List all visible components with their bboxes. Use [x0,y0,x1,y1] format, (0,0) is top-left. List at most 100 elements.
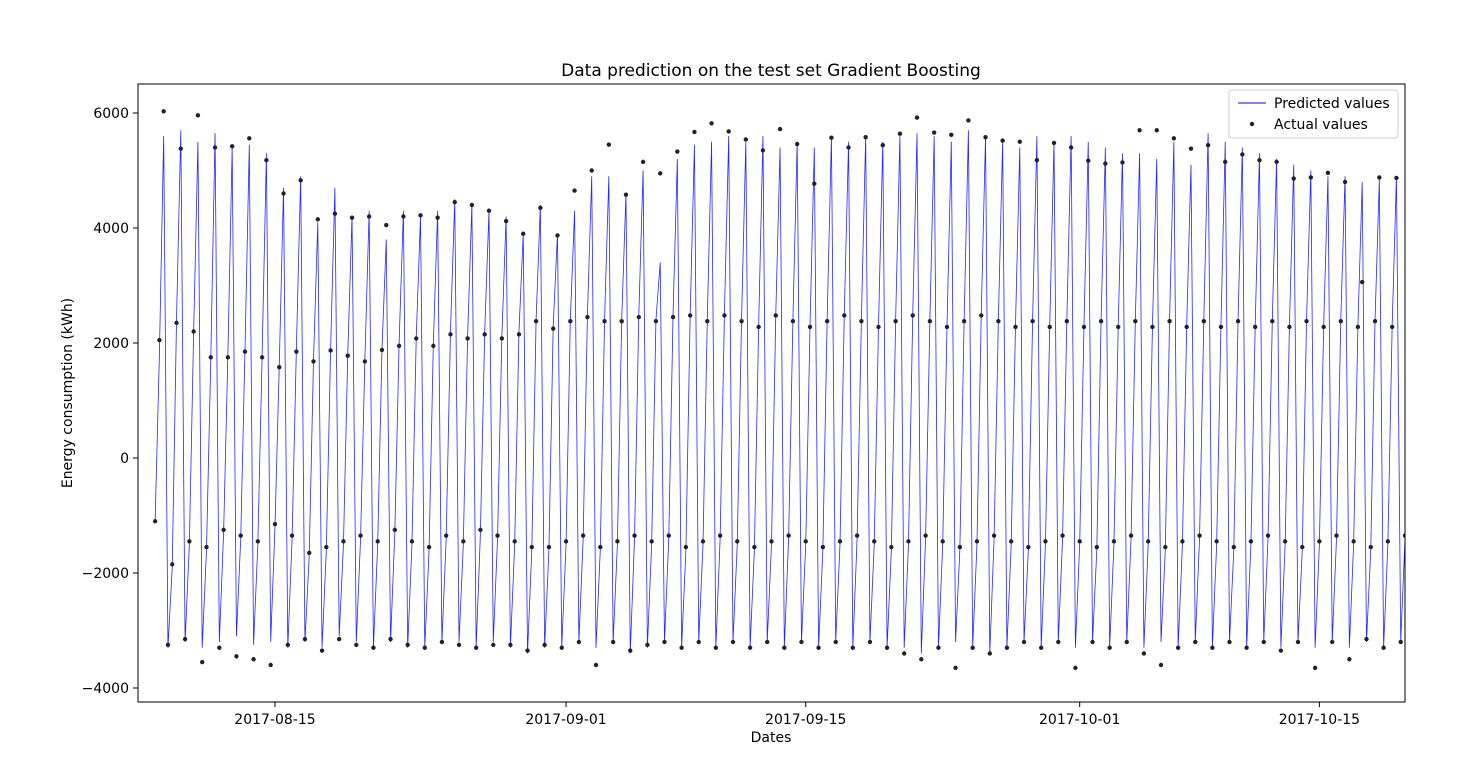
actual-value-point [1231,544,1236,550]
actual-value-point [345,353,350,358]
actual-value-point [302,636,308,642]
actual-value-point [662,639,667,645]
actual-value-point [756,324,761,330]
actual-value-point [747,645,753,650]
actual-value-point [229,144,235,149]
actual-value-point [1077,539,1082,544]
actual-value-point [1056,639,1061,645]
actual-value-point [431,343,436,349]
x-tick-label: 2017-09-01 [525,712,606,728]
actual-value-point [1193,639,1198,645]
actual-value-point [521,231,526,236]
actual-value-point [307,550,312,556]
actual-value-point [666,533,671,538]
actual-value-point [1047,324,1052,330]
actual-value-point [705,318,710,324]
actual-value-point [1368,544,1373,550]
actual-value-point [281,191,286,196]
actual-value-point [392,527,398,533]
actual-value-point [730,639,736,645]
actual-value-point [1090,639,1095,645]
actual-value-point [927,318,933,324]
actual-value-point [709,121,714,126]
actual-value-point [970,645,975,650]
actual-value-point [200,659,205,665]
actual-value-point [1291,176,1296,181]
actual-value-point [906,539,911,544]
actual-value-point [914,115,920,120]
actual-value-point [486,208,492,213]
actual-value-point [247,136,252,141]
actual-value-point [1111,539,1117,544]
actual-value-point [777,126,783,132]
actual-value-point [675,149,680,154]
actual-value-point [1317,539,1322,544]
actual-value-point [165,642,171,648]
actual-value-point [1133,318,1138,324]
actual-value-point [1107,645,1112,650]
actual-value-point [384,222,389,228]
actual-value-point [1295,639,1301,645]
actual-value-point [478,527,483,533]
actual-value-point [1330,639,1335,645]
actual-value-point [949,132,954,138]
actual-value-point [1223,159,1228,165]
actual-value-point [1265,533,1271,538]
actual-value-point [268,662,273,668]
actual-value-point [191,329,196,334]
actual-value-point [1145,539,1151,544]
actual-value-point [1304,318,1309,324]
actual-value-point [1116,324,1121,330]
actual-value-point [298,178,303,183]
actual-value-point [1347,657,1352,662]
actual-value-point [794,141,800,147]
actual-value-point [1240,152,1245,157]
actual-value-point [546,544,552,550]
actual-value-point [765,639,770,645]
actual-value-point [1372,318,1378,324]
actual-value-point [953,665,958,671]
actual-value-point [799,639,804,645]
actual-value-point [1000,138,1005,143]
actual-value-point [576,639,582,645]
actual-value-point [225,355,231,360]
actual-value-point [1287,324,1292,330]
actual-value-point [1325,170,1331,175]
actual-value-point [897,131,903,136]
actual-value-point [289,533,295,538]
actual-value-point [1201,318,1207,324]
actual-value-point [1171,136,1177,141]
actual-value-point [842,313,847,318]
plot-frame [137,83,1406,703]
actual-value-point [1038,645,1044,650]
actual-value-point [195,113,201,118]
actual-value-point [782,645,787,650]
actual-value-point [996,318,1001,324]
chart-title: Data prediction on the test set Gradient… [561,61,981,81]
actual-value-point [508,642,513,648]
actual-value-point [516,332,522,337]
actual-value-point [1004,645,1010,650]
x-tick-label: 2017-10-15 [1279,712,1360,728]
actual-value-point [1270,318,1275,324]
actual-value-point [572,188,577,193]
actual-value-point [1300,544,1305,550]
actual-value-point [1205,143,1211,148]
actual-value-point [1051,140,1057,146]
actual-value-point [1394,175,1399,181]
actual-value-point [1034,157,1040,163]
actual-value-point [636,314,642,320]
actual-value-point [375,539,380,544]
actual-value-point [910,313,915,318]
actual-value-point [645,642,650,648]
actual-value-point [1167,318,1172,324]
actual-value-point [503,218,509,224]
actual-value-point [619,318,624,324]
actual-value-point [1308,175,1314,180]
actual-value-point [285,642,291,648]
actual-value-point [1137,128,1142,133]
actual-value-point [687,313,693,318]
actual-value-point [512,539,517,544]
actual-value-point [221,527,226,533]
